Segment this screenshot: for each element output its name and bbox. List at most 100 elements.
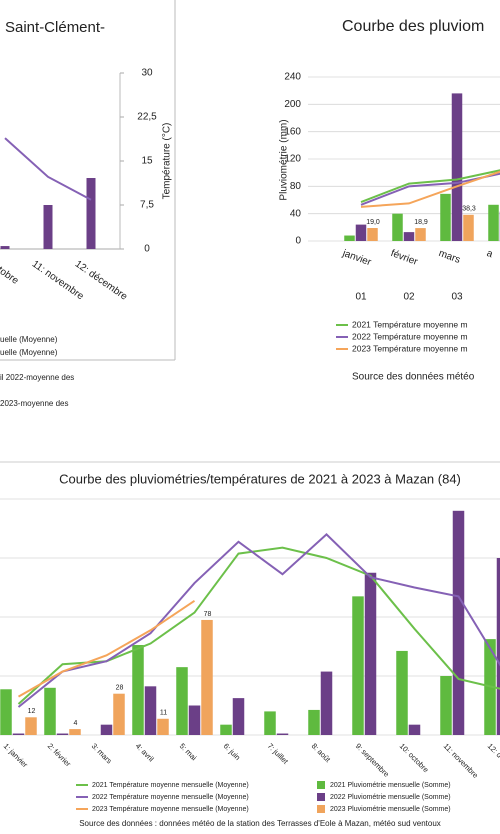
chart-title: Courbe des pluviométries/températures de… <box>59 471 461 486</box>
x-tick-label: 11: novembre <box>442 741 480 779</box>
bar <box>43 205 53 249</box>
legend-label: 2021 Température moyenne m <box>352 319 468 329</box>
x-tick-label: janvier <box>340 248 373 269</box>
legend-label: 2023 Température moyenne mensuelle (Moye… <box>92 806 249 813</box>
x-tick-label: octobre <box>0 259 21 287</box>
x-tick-label: 9: septembre <box>354 741 391 778</box>
data-label: 12 <box>28 708 36 715</box>
bar <box>488 204 499 241</box>
y-tick-label: 200 <box>284 99 301 110</box>
bar <box>157 718 169 735</box>
bar <box>132 645 144 735</box>
data-label: 4 <box>74 720 78 727</box>
y-tick-label: 0 <box>295 236 301 247</box>
data-label: 28 <box>116 685 124 692</box>
x-tick-label: 1: janvier <box>2 741 30 769</box>
bar <box>0 246 10 249</box>
line <box>360 169 500 203</box>
line <box>18 599 196 698</box>
y-tick-label: 80 <box>290 181 302 192</box>
bar <box>355 224 367 241</box>
bar <box>220 724 232 735</box>
legend-swatch <box>317 793 325 801</box>
bar <box>12 733 25 735</box>
bar <box>352 596 364 735</box>
legend-label: 2021 Température moyenne mensuelle (Moye… <box>92 782 249 789</box>
y2-axis-title: Température (°C) <box>162 123 173 200</box>
bar <box>201 619 213 735</box>
x-code-label: 02 <box>403 292 415 303</box>
bar <box>0 689 12 735</box>
data-label: 78 <box>204 611 212 618</box>
bar <box>176 667 188 735</box>
legend-label: 2023 Pluviométrie mensuelle (Somme) <box>330 806 451 813</box>
bar <box>403 232 415 241</box>
data-label: 18,9 <box>414 219 428 226</box>
x-tick-label: 4: avril <box>134 741 156 763</box>
bar <box>344 235 355 241</box>
note: 2023-moyenne des <box>0 399 69 408</box>
source-note: Source des données météo <box>352 372 475 383</box>
x-tick-label: 12: d <box>486 741 500 759</box>
y-axis-title: Pluviométrie (mm) <box>279 119 290 200</box>
x-tick-label: 6: juin <box>222 741 243 762</box>
bar <box>440 193 451 241</box>
legend-swatch <box>317 781 325 789</box>
bar <box>408 724 421 735</box>
bar <box>276 733 289 735</box>
y-tick-label: 40 <box>290 208 302 219</box>
x-tick-label: a <box>485 248 494 260</box>
bar <box>415 228 426 241</box>
chart-title: Courbe des pluviom <box>342 18 484 35</box>
bar <box>496 558 500 735</box>
line <box>17 533 500 708</box>
line <box>17 546 500 705</box>
line <box>360 172 500 206</box>
source-note: Source des données : données météo de la… <box>79 819 441 828</box>
x-tick-label: 10: octobre <box>398 741 431 774</box>
bar <box>56 733 69 735</box>
legend-label: 2022 Température moyenne m <box>352 331 468 341</box>
y-tick-label: 120 <box>284 154 301 165</box>
bar <box>232 698 245 735</box>
bar <box>113 693 125 735</box>
x-tick-label: 2: février <box>46 741 73 768</box>
bar <box>69 729 81 735</box>
y2-tick-label: 15 <box>141 156 153 167</box>
data-label: 38,3 <box>462 206 476 213</box>
data-label: 11 <box>160 710 167 717</box>
legend-label: 2022 Température moyenne mensuelle (Moye… <box>92 794 249 801</box>
bar <box>100 724 113 735</box>
y2-tick-label: 22,5 <box>137 112 157 123</box>
legend-label: 2023 Température moyenne m <box>352 343 468 353</box>
bar <box>25 717 37 735</box>
line <box>4 137 92 201</box>
bar <box>452 510 465 735</box>
y2-tick-label: 7,5 <box>140 200 154 211</box>
chart-title: Saint-Clément- <box>5 19 105 36</box>
legend-swatch <box>317 805 325 813</box>
x-code-label: 01 <box>355 292 367 303</box>
bar <box>367 228 378 241</box>
y-tick-label: 240 <box>284 72 301 83</box>
bar <box>144 686 157 735</box>
x-code-label: 03 <box>451 292 463 303</box>
note: il 2022-moyenne des <box>0 373 74 382</box>
legend-label: 2022 Pluviométrie mensuelle (Somme) <box>330 794 451 801</box>
x-tick-label: 7: juillet <box>266 741 291 766</box>
y-tick-label: 160 <box>284 126 301 137</box>
x-tick-label: 8: août <box>310 741 333 764</box>
bar <box>320 671 333 735</box>
bar <box>308 709 320 735</box>
legend-label: uelle (Moyenne) <box>0 348 58 357</box>
bar <box>364 572 377 735</box>
bar <box>188 705 201 735</box>
x-tick-label: février <box>389 248 419 268</box>
line <box>360 170 500 208</box>
bar <box>392 213 403 241</box>
bar <box>451 93 463 242</box>
data-label: 19,0 <box>366 219 380 226</box>
bar <box>440 676 452 735</box>
x-tick-label: 3: mars <box>90 741 114 765</box>
